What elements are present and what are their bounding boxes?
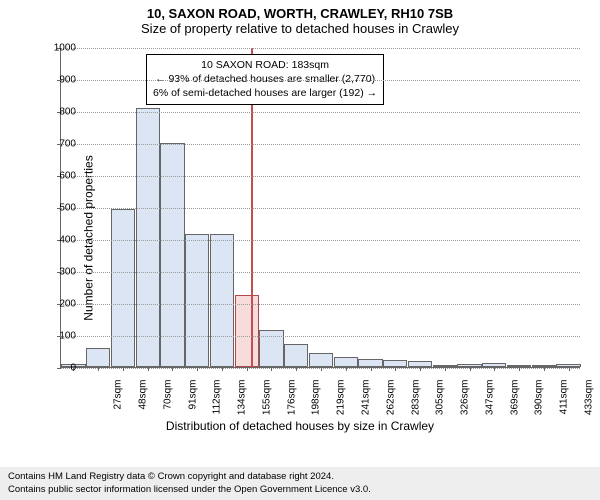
plot-area: 10 SAXON ROAD: 183sqm ← 93% of detached …	[60, 48, 580, 368]
chart-container: Number of detached properties 10 SAXON R…	[0, 40, 600, 435]
gridline	[61, 112, 580, 113]
bar	[86, 348, 110, 367]
xtick-mark	[296, 367, 297, 371]
bar	[185, 234, 209, 367]
xtick-mark	[470, 367, 471, 371]
annotation-line3: 6% of semi-detached houses are larger (1…	[153, 86, 377, 100]
ytick-label: 400	[40, 235, 76, 246]
gridline	[61, 176, 580, 177]
ytick-label: 700	[40, 139, 76, 150]
bar	[210, 234, 234, 367]
xtick-mark	[346, 367, 347, 371]
gridline	[61, 80, 580, 81]
xtick-mark	[519, 367, 520, 371]
gridline	[61, 208, 580, 209]
xtick-mark	[395, 367, 396, 371]
footer-line2: Contains public sector information licen…	[8, 484, 592, 496]
footer-line1: Contains HM Land Registry data © Crown c…	[8, 471, 592, 483]
ytick-label: 500	[40, 203, 76, 214]
gridline	[61, 144, 580, 145]
bar	[334, 357, 358, 367]
x-axis-label: Distribution of detached houses by size …	[0, 419, 600, 433]
gridline	[61, 48, 580, 49]
page-subtitle: Size of property relative to detached ho…	[0, 21, 600, 38]
xtick-mark	[321, 367, 322, 371]
bar-highlight	[235, 295, 259, 367]
ytick-label: 600	[40, 171, 76, 182]
gridline	[61, 240, 580, 241]
xtick-mark	[222, 367, 223, 371]
xtick-mark	[172, 367, 173, 371]
xtick-mark	[197, 367, 198, 371]
ytick-label: 900	[40, 75, 76, 86]
ytick-label: 200	[40, 299, 76, 310]
page-title-address: 10, SAXON ROAD, WORTH, CRAWLEY, RH10 7SB	[0, 0, 600, 21]
xtick-mark	[123, 367, 124, 371]
xtick-mark	[98, 367, 99, 371]
ytick-label: 1000	[40, 43, 76, 54]
ytick-label: 300	[40, 267, 76, 278]
xtick-mark	[371, 367, 372, 371]
gridline	[61, 304, 580, 305]
bar	[284, 344, 308, 367]
xtick-mark	[247, 367, 248, 371]
gridline	[61, 272, 580, 273]
bar	[136, 108, 160, 367]
annotation-line1: 10 SAXON ROAD: 183sqm	[153, 58, 377, 72]
bar	[358, 359, 382, 367]
bar	[383, 360, 407, 367]
xtick-mark	[569, 367, 570, 371]
ytick-label: 100	[40, 331, 76, 342]
xtick-mark	[271, 367, 272, 371]
bar	[111, 209, 135, 367]
gridline	[61, 336, 580, 337]
bar	[309, 353, 333, 367]
footer: Contains HM Land Registry data © Crown c…	[0, 467, 600, 500]
xtick-mark	[494, 367, 495, 371]
xtick-mark	[544, 367, 545, 371]
ytick-label: 800	[40, 107, 76, 118]
xtick-mark	[445, 367, 446, 371]
xtick-mark	[420, 367, 421, 371]
xtick-mark	[148, 367, 149, 371]
ytick-label: 0	[40, 363, 76, 374]
